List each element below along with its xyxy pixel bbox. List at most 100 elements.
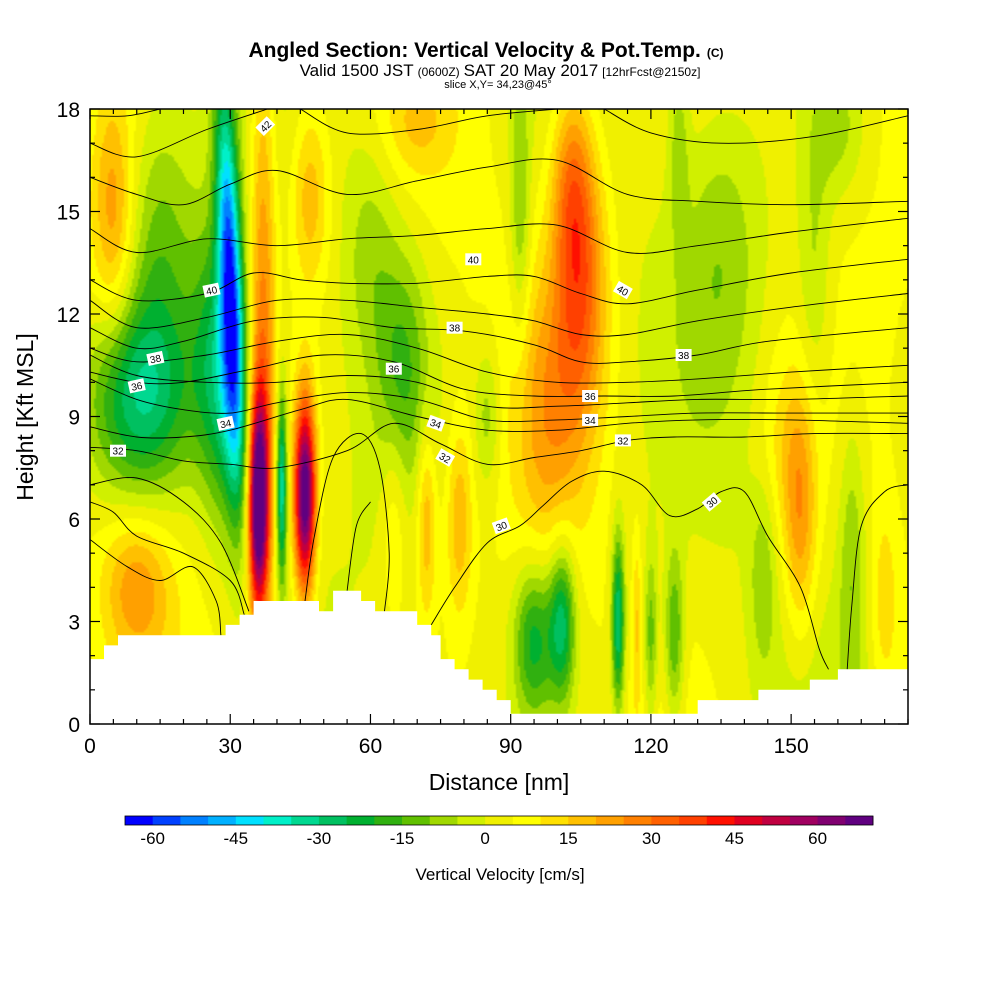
- colorbar-swatch: [485, 816, 514, 825]
- colorbar-swatch: [679, 816, 708, 825]
- colorbar-tick-label: 30: [642, 829, 661, 848]
- colorbar-label: Vertical Velocity [cm/s]: [415, 865, 584, 884]
- x-tick-label: 90: [499, 735, 522, 758]
- contour-label-text: 36: [585, 392, 597, 403]
- x-tick-label: 120: [633, 735, 668, 758]
- theta-contour-line: [300, 109, 558, 135]
- y-tick-label: 9: [68, 407, 80, 430]
- y-tick-label: 6: [68, 509, 80, 532]
- contour-label-bg: [216, 415, 235, 431]
- contour-label-text: 30: [495, 520, 510, 534]
- x-tick-label: 30: [219, 735, 242, 758]
- contour-label-text: 32: [617, 436, 629, 447]
- contour-label-text: 40: [468, 255, 480, 266]
- contour-label: 36: [127, 378, 146, 394]
- colorbar-swatch: [762, 816, 791, 825]
- colorbar-swatch: [512, 816, 541, 825]
- colorbar-swatch: [291, 816, 320, 825]
- colorbar-tick-label: 45: [725, 829, 744, 848]
- colorbar-swatch: [429, 816, 458, 825]
- colorbar-tick-label: 0: [480, 829, 489, 848]
- contour-label-bg: [491, 517, 511, 535]
- contour-label-text: 32: [437, 451, 453, 466]
- contour-label: 38: [146, 350, 165, 366]
- contour-label-text: 36: [130, 381, 144, 394]
- theta-contour-line: [90, 476, 250, 612]
- theta-contour-line: [90, 158, 908, 206]
- contour-label-bg: [127, 378, 146, 394]
- colorbar-swatch: [568, 816, 597, 825]
- theta-contours: [90, 109, 908, 670]
- contour-label-text: 36: [388, 365, 400, 376]
- theta-contour-line: [90, 109, 161, 117]
- theta-contour-line: [90, 354, 908, 409]
- contour-label: 34: [426, 414, 446, 432]
- x-tick-label: 0: [84, 735, 96, 758]
- y-tick-label: 15: [57, 202, 80, 225]
- theta-contour-line: [90, 539, 222, 636]
- colorbar-swatch: [817, 816, 846, 825]
- colorbar-swatch: [402, 816, 431, 825]
- contour-label: 34: [216, 415, 235, 431]
- theta-contour-line: [430, 470, 829, 670]
- contour-label-text: 34: [428, 418, 443, 432]
- colorbar-tick-label: -30: [307, 829, 332, 848]
- colorbar-swatch: [540, 816, 569, 825]
- colorbar-swatch: [845, 816, 874, 825]
- contour-label-bg: [582, 413, 599, 426]
- contour-label: 38: [675, 349, 692, 362]
- contour-label-bg: [465, 253, 482, 266]
- colorbar-swatch: [706, 816, 735, 825]
- contour-label-text: 38: [149, 353, 163, 366]
- contour-label-bg: [110, 444, 126, 457]
- contour-label-text: 38: [678, 351, 690, 362]
- terrain-mask: [90, 590, 908, 724]
- colorbar-swatch: [180, 816, 209, 825]
- slice-info: slice X,Y= 34,23@45°: [444, 79, 552, 91]
- colorbar-swatch: [235, 816, 264, 825]
- contour-label-bg: [675, 349, 692, 361]
- theta-contour-line: [90, 293, 908, 337]
- contour-label-bg: [612, 280, 633, 300]
- theta-contour-line: [90, 501, 245, 615]
- theta-contour-line: [90, 354, 908, 397]
- chart-title: Angled Section: Vertical Velocity & Pot.…: [248, 39, 723, 62]
- x-tick-label: 150: [774, 735, 809, 758]
- theta-contour-line: [346, 501, 371, 591]
- contour-label-text: 34: [585, 416, 597, 427]
- colorbar-tick-label: -15: [390, 829, 415, 848]
- theta-contour-line: [603, 109, 908, 144]
- y-tick-label: 12: [57, 304, 80, 327]
- x-tick-label: 60: [359, 735, 382, 758]
- contour-label-bg: [614, 434, 631, 447]
- contour-label: 38: [446, 321, 463, 335]
- contour-label-bg: [426, 414, 446, 432]
- colorbar-swatch: [457, 816, 486, 825]
- contour-label: 34: [582, 413, 599, 427]
- contour-label-bg: [385, 362, 402, 375]
- theta-contour-line: [90, 422, 908, 469]
- theta-contour-line: [846, 484, 908, 670]
- colorbar-tick-label: -45: [224, 829, 249, 848]
- colorbar-frame: [124, 815, 874, 826]
- contour-label-text: 40: [615, 284, 631, 299]
- colorbar-swatch: [208, 816, 237, 825]
- contour-label-text: 34: [219, 418, 233, 431]
- contour-label-bg: [146, 350, 165, 366]
- y-tick-label: 3: [68, 612, 80, 635]
- y-axis-label: Height [Kft MSL]: [12, 333, 38, 500]
- contour-label-bg: [446, 321, 463, 334]
- colorbar-swatch: [152, 816, 181, 825]
- colorbar-swatch: [789, 816, 818, 825]
- valid-time-line: Valid 1500 JST (0600Z) SAT 20 May 2017 [12h…: [300, 61, 701, 80]
- contour-label-bg: [582, 390, 599, 402]
- contour-label: 40: [202, 282, 221, 298]
- theta-contour-line: [90, 378, 908, 422]
- colorbar-swatch: [318, 816, 348, 825]
- colorbar-swatch: [595, 816, 625, 825]
- x-axis-label: Distance [nm]: [429, 769, 570, 795]
